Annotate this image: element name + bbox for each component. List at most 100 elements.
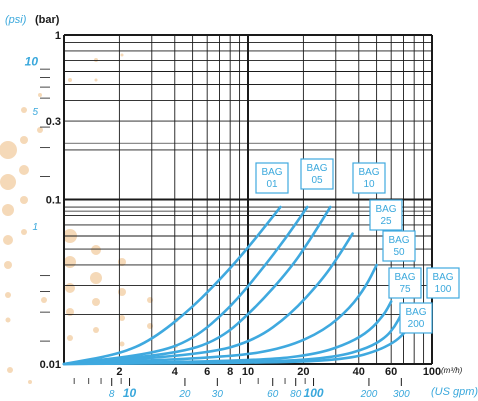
decorative-dot <box>68 78 72 82</box>
x-secondary-tick-label: 8 <box>109 389 115 400</box>
x-secondary-tick-label: 30 <box>212 389 224 400</box>
series-label-box <box>300 158 334 190</box>
decorative-dot <box>21 229 27 235</box>
series-label-text: BAG <box>306 163 327 174</box>
x-secondary-tick-label: 80 <box>290 389 302 400</box>
series-label-text: 200 <box>408 319 425 330</box>
series-label-text: BAG <box>261 167 282 178</box>
series-line-bag-25 <box>62 232 354 366</box>
series-label-text: BAG <box>394 272 415 283</box>
y-secondary-tick-label: 10 <box>25 55 39 69</box>
x-axis-label: (m³/h) <box>441 366 463 375</box>
decorative-dot <box>119 341 125 347</box>
decorative-dot <box>38 93 42 97</box>
decorative-dot <box>67 335 73 341</box>
x-secondary-tick-label: 100 <box>304 386 324 400</box>
decorative-dot <box>19 165 29 175</box>
series-label-text: BAG <box>432 272 453 283</box>
series-label-text: 01 <box>266 179 278 190</box>
series-label-text: 10 <box>363 179 375 190</box>
y-axis-label: (bar) <box>35 14 60 26</box>
decorative-dot <box>7 367 13 373</box>
series-label-text: 75 <box>399 284 411 295</box>
decorative-dot <box>20 136 28 144</box>
x-tick-label: 2 <box>116 366 122 378</box>
series-label-box <box>426 267 460 299</box>
series-label-box <box>255 162 289 194</box>
decorative-dot <box>90 272 102 284</box>
series-line-bag-200 <box>62 324 411 366</box>
x-tick-label: 4 <box>172 366 179 378</box>
series-label-text: BAG <box>388 235 409 246</box>
series-labels: BAG01BAG05BAG10BAG25BAG50BAG75BAG100BAG2… <box>255 158 460 334</box>
decorative-dot <box>28 380 32 384</box>
decorative-dot <box>66 308 74 316</box>
x-secondary-tick-label: 60 <box>267 389 279 400</box>
decorative-dot <box>119 315 125 321</box>
x-secondary-tick-label: 200 <box>360 389 378 400</box>
y-secondary-axis-label: (psi) <box>5 14 27 26</box>
series-label-text: BAG <box>358 167 379 178</box>
decorative-dot <box>37 127 43 133</box>
x-tick-label: 6 <box>204 366 210 378</box>
decorative-dot <box>118 258 126 266</box>
x-tick-label: 20 <box>297 366 309 378</box>
series-line-bag-50 <box>62 263 378 366</box>
decorative-dot <box>20 196 28 204</box>
y-tick-label: 0.3 <box>46 116 61 128</box>
decorative-dot <box>92 298 100 306</box>
series-label-box <box>352 162 386 194</box>
series-label-box <box>369 199 403 231</box>
series-label-box <box>382 230 416 262</box>
series-label-text: 05 <box>311 175 323 186</box>
y-tick-label: 1 <box>55 30 61 42</box>
series-label-box <box>399 302 433 334</box>
decorative-dot <box>3 235 13 245</box>
x-secondary-tick-label: 20 <box>178 389 191 400</box>
y-tick-label: 0.01 <box>40 359 61 371</box>
x-tick-label: 100 <box>423 366 441 378</box>
decorative-dot <box>4 261 12 269</box>
x-tick-label: 10 <box>242 366 254 378</box>
decorative-dot <box>65 283 75 293</box>
decorative-dot <box>0 174 16 190</box>
decorative-dot <box>2 204 14 216</box>
series-label-text: 100 <box>435 284 452 295</box>
y-secondary-tick-label: 1 <box>32 222 38 233</box>
series-line-bag-01 <box>62 205 282 366</box>
decorative-dot <box>0 141 17 159</box>
decorative-dot <box>93 327 99 333</box>
chart-series <box>62 205 411 366</box>
decorative-dot <box>94 58 98 62</box>
x-tick-label: 60 <box>385 366 397 378</box>
series-label-text: BAG <box>405 307 426 318</box>
x-secondary-tick-label: 300 <box>393 389 410 400</box>
decorative-dot <box>120 53 124 57</box>
y-secondary-tick-label: 5 <box>32 107 38 118</box>
decorative-dot <box>118 288 126 296</box>
decorative-dot <box>94 78 98 82</box>
x-secondary-axis-label: (US gpm) <box>431 386 478 398</box>
decorative-dot <box>41 297 47 303</box>
x-tick-label: 8 <box>227 366 233 378</box>
y-tick-label: 0.1 <box>46 195 61 207</box>
decorative-dot <box>64 256 76 268</box>
decorative-dot <box>5 317 11 323</box>
decorative-dot <box>91 245 101 255</box>
decorative-dot <box>5 292 11 298</box>
series-label-text: 50 <box>393 247 405 258</box>
decorative-dot <box>21 107 27 113</box>
x-tick-label: 40 <box>353 366 365 378</box>
series-label-box <box>388 267 422 299</box>
series-label-text: 25 <box>380 216 392 227</box>
